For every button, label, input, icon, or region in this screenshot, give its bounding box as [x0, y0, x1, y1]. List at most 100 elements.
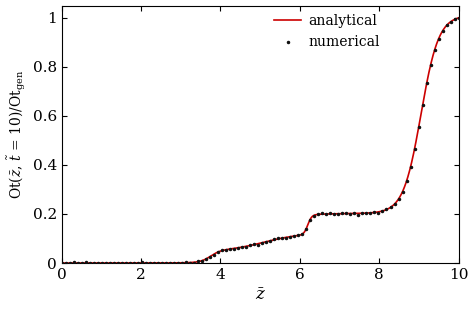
numerical [447, 19, 455, 24]
numerical [90, 260, 98, 265]
numerical [423, 81, 430, 86]
numerical [74, 260, 82, 265]
numerical [379, 209, 386, 214]
numerical [427, 63, 434, 68]
numerical [210, 252, 218, 257]
numerical [202, 256, 210, 261]
numerical [258, 240, 266, 245]
numerical [130, 260, 137, 265]
numerical [363, 210, 370, 215]
numerical [387, 204, 394, 209]
numerical [395, 197, 402, 202]
numerical [214, 250, 222, 255]
numerical [238, 245, 246, 250]
analytical [252, 243, 257, 246]
numerical [315, 211, 322, 216]
numerical [146, 260, 154, 265]
numerical [310, 213, 318, 218]
numerical [359, 210, 366, 215]
numerical [94, 260, 101, 265]
numerical [443, 23, 450, 28]
numerical [391, 202, 398, 207]
analytical [456, 16, 462, 20]
X-axis label: $\bar{z}$: $\bar{z}$ [255, 287, 265, 304]
numerical [138, 260, 146, 265]
numerical [154, 260, 162, 265]
numerical [255, 242, 262, 247]
numerical [186, 260, 194, 265]
numerical [415, 125, 422, 130]
numerical [451, 17, 458, 22]
numerical [351, 210, 358, 215]
numerical [367, 210, 374, 215]
numerical [170, 260, 178, 265]
numerical [294, 232, 302, 237]
numerical [383, 207, 390, 212]
numerical [122, 260, 129, 265]
numerical [291, 233, 298, 238]
numerical [399, 189, 406, 194]
numerical [411, 147, 419, 152]
numerical [335, 211, 342, 216]
numerical [250, 242, 258, 247]
numerical [162, 260, 170, 265]
numerical [419, 103, 427, 108]
numerical [263, 239, 270, 244]
numerical [174, 260, 182, 265]
numerical [270, 237, 278, 242]
numerical [246, 242, 254, 247]
numerical [194, 259, 202, 264]
numerical [283, 235, 290, 240]
numerical [178, 260, 186, 265]
analytical [79, 261, 85, 265]
numerical [182, 259, 190, 264]
numerical [70, 260, 77, 265]
numerical [266, 239, 274, 244]
numerical [198, 259, 206, 264]
Legend: analytical, numerical: analytical, numerical [268, 8, 385, 54]
numerical [230, 246, 238, 251]
analytical [444, 23, 450, 27]
numerical [455, 16, 463, 20]
numerical [66, 260, 73, 265]
numerical [98, 260, 106, 265]
Line: analytical: analytical [62, 18, 459, 263]
numerical [226, 246, 234, 251]
analytical [372, 210, 377, 214]
numerical [242, 244, 250, 249]
numerical [299, 232, 306, 237]
numerical [439, 29, 447, 34]
analytical [241, 245, 247, 249]
numerical [307, 217, 314, 222]
numerical [278, 235, 286, 240]
numerical [86, 260, 93, 265]
numerical [302, 226, 310, 231]
numerical [118, 260, 126, 265]
numerical [403, 178, 410, 183]
numerical [222, 247, 230, 252]
numerical [322, 211, 330, 216]
numerical [355, 212, 362, 217]
numerical [343, 210, 350, 215]
numerical [206, 255, 214, 260]
numerical [102, 260, 109, 265]
numerical [274, 236, 282, 241]
numerical [374, 210, 382, 215]
numerical [62, 260, 69, 265]
analytical [444, 23, 450, 27]
numerical [166, 260, 173, 265]
numerical [286, 234, 294, 239]
numerical [58, 260, 65, 265]
numerical [114, 260, 121, 265]
numerical [407, 164, 414, 169]
numerical [435, 36, 442, 41]
numerical [319, 211, 326, 216]
numerical [134, 260, 142, 265]
numerical [338, 211, 346, 216]
numerical [346, 211, 354, 216]
numerical [126, 260, 134, 265]
numerical [150, 260, 158, 265]
numerical [78, 260, 85, 265]
numerical [330, 211, 338, 216]
numerical [142, 260, 150, 265]
